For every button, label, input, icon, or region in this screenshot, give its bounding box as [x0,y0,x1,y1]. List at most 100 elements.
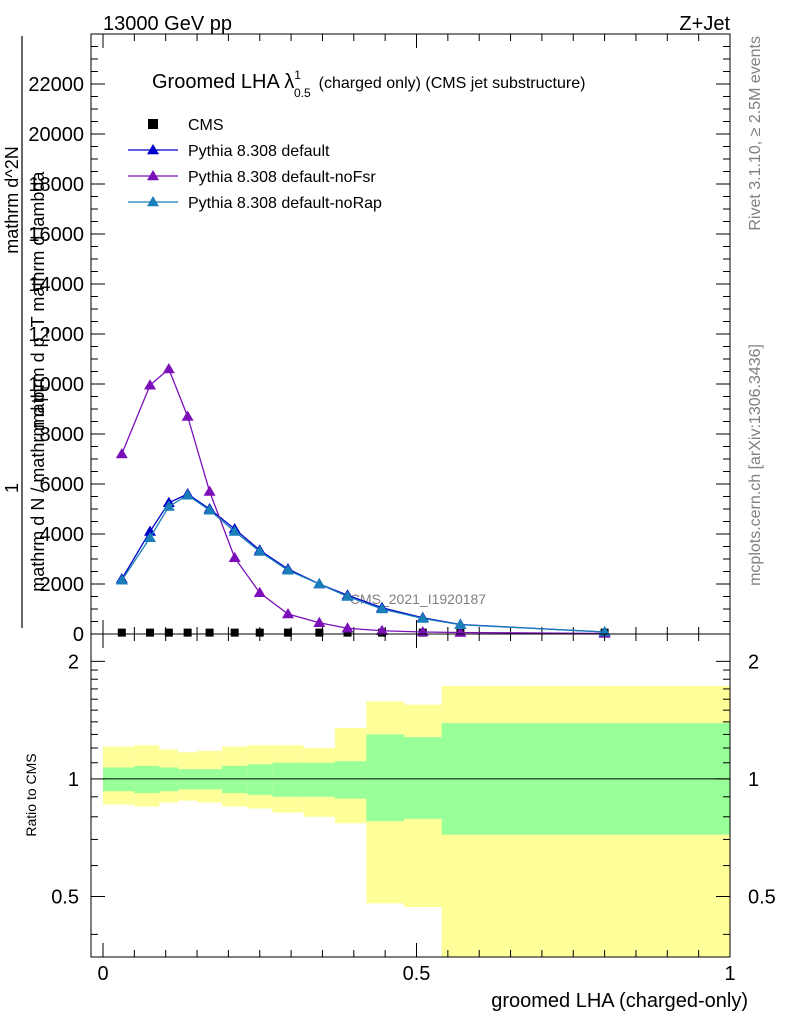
legend-marker [147,196,159,207]
series-point [341,622,354,633]
series-point [181,489,194,500]
ratio-y-tick-label: 1 [68,769,79,791]
ratio-band-inner [403,737,442,819]
ratio-axis-ticks [91,634,731,957]
ratio-y-tick-label-right: 0.5 [748,887,776,909]
title-subscript: 0.5 [294,86,311,100]
title-superscript: 1 [294,68,301,82]
series-point [313,616,326,627]
series-point [416,626,429,637]
analysis-watermark: CMS_2021_I1920187 [350,591,486,607]
legend-marker [147,144,159,155]
ratio-y-tick-label: 2 [68,651,79,673]
data-point [255,628,264,637]
main-y-tick-labels: 0 2000 4000 6000 8000 10000 12000 14000 16000 180… [28,74,84,646]
ratio-y-tick-label-right: 1 [748,769,759,791]
main-y-tick-label: 8000 [40,424,85,446]
main-y-tick-label: 2000 [40,574,85,596]
main-y-tick-label: 12000 [28,324,84,346]
legend-item: Pythia 8.308 default-noRap [128,195,382,212]
legend-item: Pythia 8.308 default-noFsr [128,169,376,186]
main-y-tick-label: 16000 [28,224,84,246]
series-1 [115,488,611,637]
data-point [117,628,126,637]
ratio-band-inner [334,761,367,799]
main-y-tick-label: 18000 [28,174,84,196]
main-y-tick-label: 4000 [40,524,85,546]
header-left-label: 13000 GeV pp [103,13,232,35]
ratio-y-label: Ratio to CMS [23,753,39,836]
x-tick-label: 1 [724,963,735,985]
legend-item: Pythia 8.308 default [128,143,330,160]
ylabel-dn-dpt: mathrm d N / mathrm d pT [28,384,52,592]
series-point [181,410,194,421]
legend-marker [148,119,158,129]
ratio-x-tick-labels: 0 0.5 1 [97,963,735,985]
ratio-band-inner [247,764,273,795]
ratio-band-inner [222,765,248,794]
main-y-tick-label: 0 [73,624,84,646]
series-2 [115,363,611,638]
data-point [283,628,292,637]
legend-label: Pythia 8.308 default [188,143,330,160]
series-point [253,586,266,597]
rivet-label: Rivet 3.1.10, ≥ 2.5M events [747,36,764,231]
legend: CMS Pythia 8.308 default Pythia 8.308 defa… [128,117,382,212]
series-line [121,493,605,633]
ratio-band-inner [134,765,160,794]
series-line [121,494,605,633]
ratio-y-tick-labels: 0.5 0.5 1 1 2 2 [51,651,776,908]
data-point [205,628,214,637]
ratio-band-inner [272,762,304,797]
data-point [146,628,155,637]
ratio-band-inner [303,762,335,797]
legend-marker [147,170,159,181]
main-panel: 0 2000 4000 6000 8000 10000 12000 14000 16000 180… [2,33,731,646]
legend-label: CMS [188,117,224,134]
series-point [253,545,266,556]
main-y-tick-label: 6000 [40,474,85,496]
x-axis-label: groomed LHA (charged-only) [491,990,748,1012]
ratio-band-inner [366,734,404,822]
series-point [228,525,241,536]
series-point [416,612,429,623]
ratio-panel: 0.5 0.5 1 1 2 2 0 0.5 1 Ratio to CMS groomed LH… [23,633,776,1012]
series-3 [115,489,611,637]
series-point [281,608,294,619]
series-line [121,367,605,635]
series-point [281,564,294,575]
data-point [230,628,239,637]
series-point [341,590,354,601]
mcplots-label: mcplots.cern.ch [arXiv:1306.3436] [747,344,764,586]
data-point [183,628,192,637]
ratio-y-tick-label-right: 2 [748,651,759,673]
ylabel-one: 1 [2,483,22,493]
chart-title: Groomed LHA λ1 0.5 (charged only) (CMS jet… [152,68,585,100]
title-main: Groomed LHA λ [152,71,294,93]
ratio-y-tick-label: 0.5 [51,887,79,909]
header-right-label: Z+Jet [679,13,730,35]
legend-label: Pythia 8.308 default-noRap [188,195,382,212]
data-point [315,628,324,637]
series-point [115,574,128,585]
main-y-tick-label: 14000 [28,274,84,296]
series-point [228,551,241,562]
x-tick-label: 0.5 [403,963,431,985]
series-point [162,363,175,374]
series-point [203,504,216,515]
main-y-tick-label: 10000 [28,374,84,396]
main-y-tick-label: 22000 [28,74,84,96]
series-point [144,531,157,542]
series-point [313,578,326,589]
series-point [376,603,389,614]
data-point [343,628,352,637]
series-point [115,448,128,459]
main-series [115,363,611,638]
series-point [376,624,389,635]
series-point [162,500,175,511]
ratio-bands [103,685,730,957]
main-axis-ticks [91,33,731,635]
main-y-tick-label: 20000 [28,124,84,146]
series-point [203,485,216,496]
